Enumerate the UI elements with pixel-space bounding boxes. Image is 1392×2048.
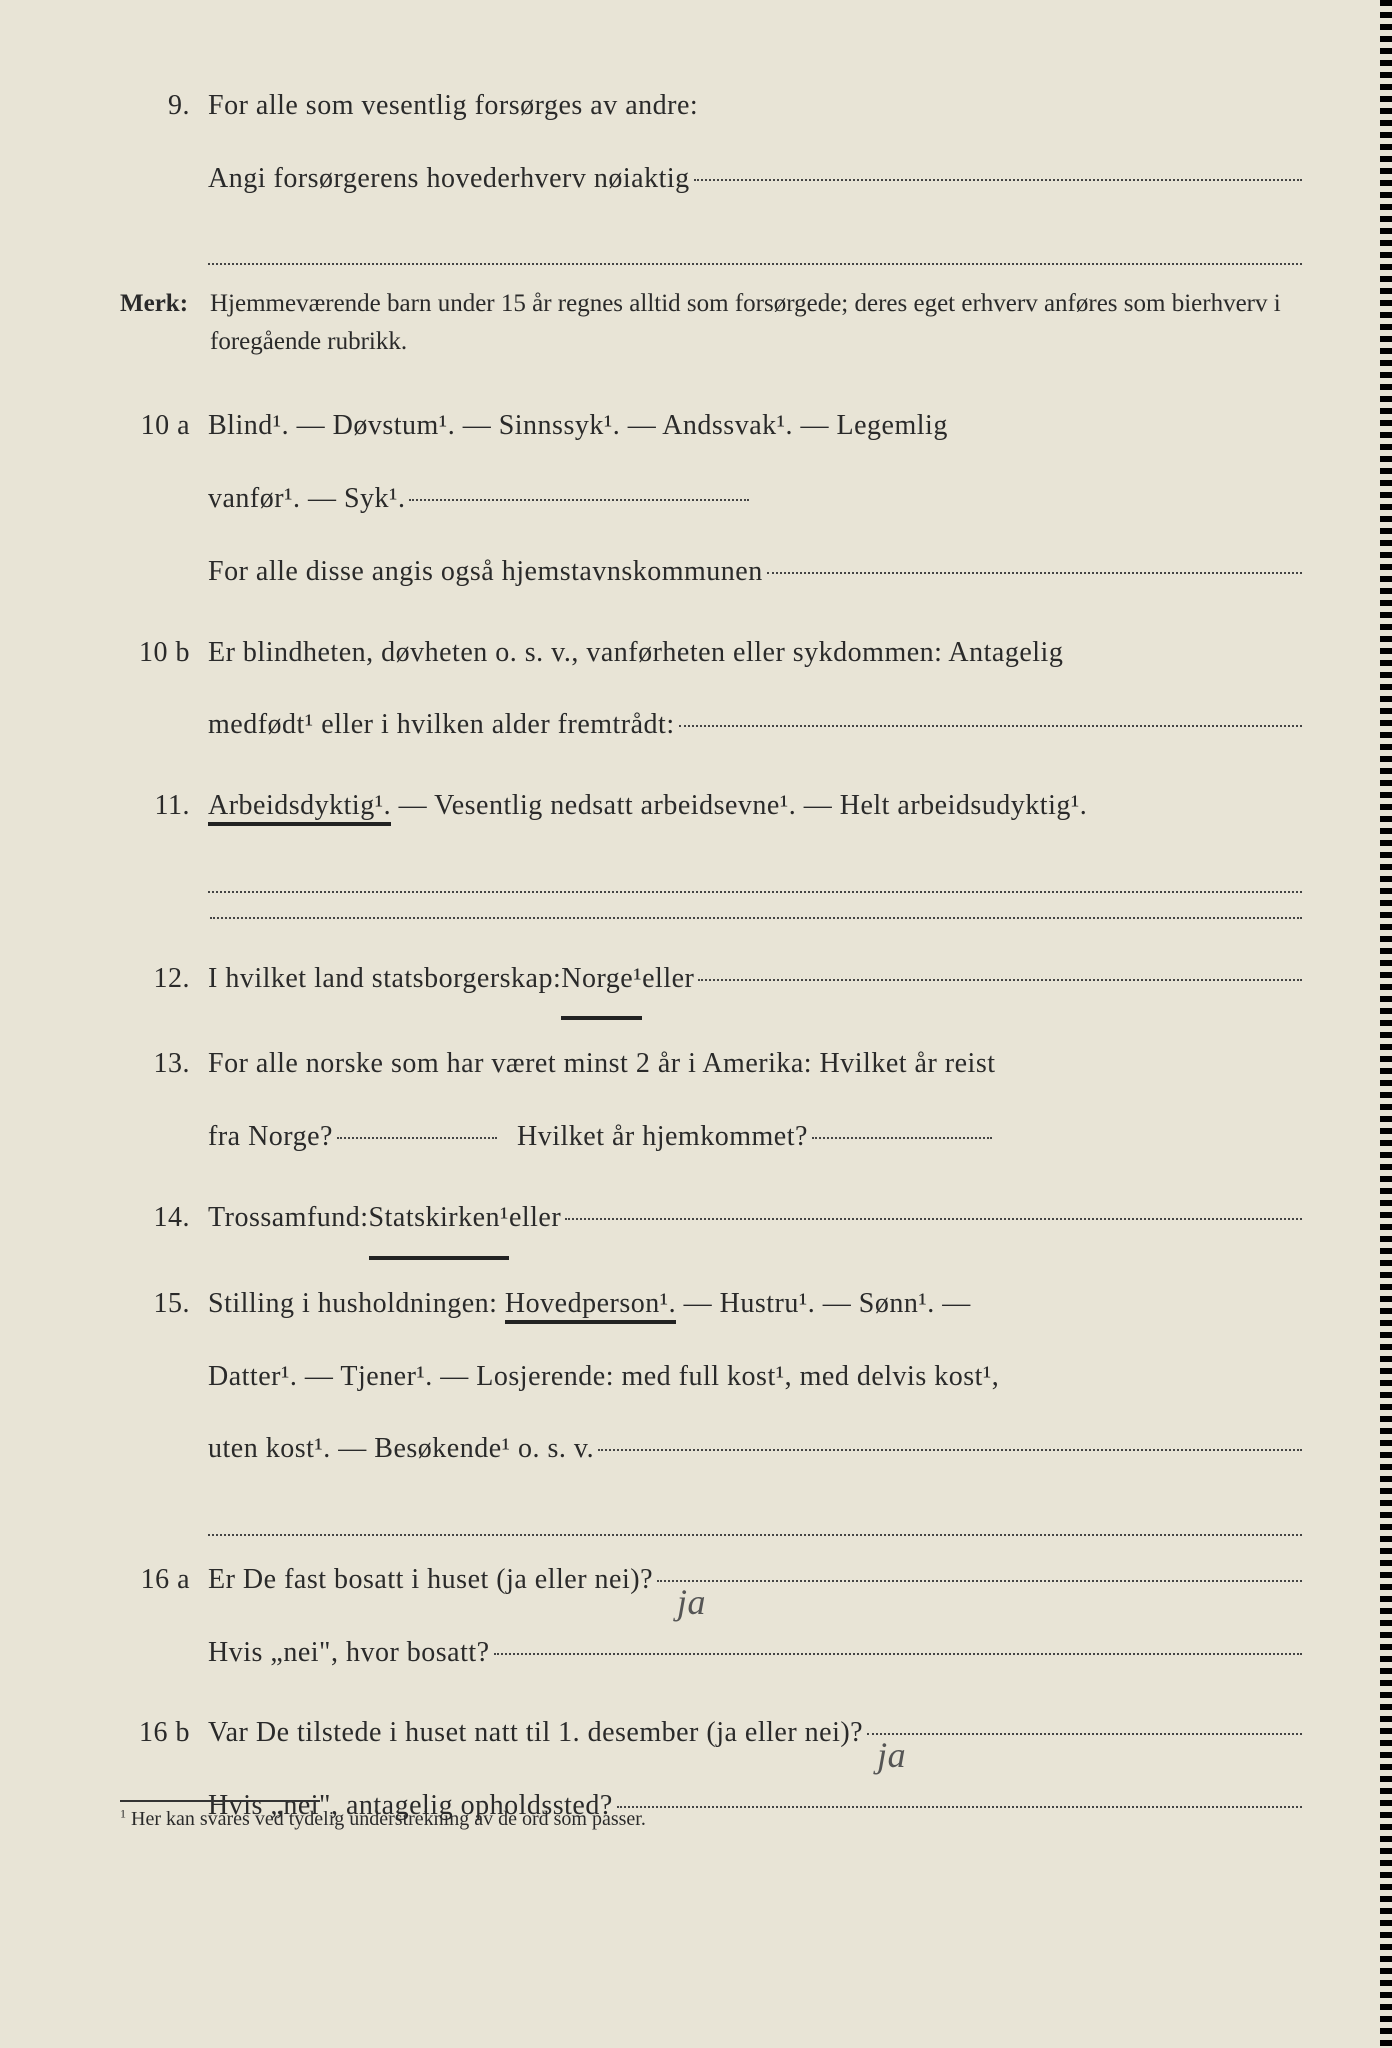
q13-content: For alle norske som har været minst 2 år… <box>208 1028 1302 1174</box>
q10b-fill <box>679 725 1302 727</box>
q16b-text1: Var De tilstede i huset natt til 1. dese… <box>208 1697 863 1770</box>
q16b-answer: ja <box>877 1709 906 1803</box>
q16a-line1-row: Er De fast bosatt i huset (ja eller nei)… <box>208 1544 1302 1617</box>
q10b-number: 10 b <box>120 617 208 763</box>
q16a-text1: Er De fast bosatt i huset (ja eller nei)… <box>208 1544 653 1617</box>
footnote-marker: 1 <box>120 1806 126 1820</box>
q10a-fill <box>409 499 749 501</box>
question-15: 15. Stilling i husholdningen: Hovedperso… <box>120 1268 1302 1536</box>
q16b-fill2 <box>617 1806 1302 1808</box>
q11-rest: — Vesentlig nedsatt arbeidsevne¹. — Helt… <box>391 790 1087 821</box>
q16b-fill1: ja <box>867 1733 1302 1735</box>
q10a-line2: vanfør¹. — Syk¹. <box>208 463 405 536</box>
q10b-content: Er blindheten, døvheten o. s. v., vanfør… <box>208 617 1302 763</box>
q16a-number: 16 a <box>120 1544 208 1690</box>
q16a-line2: Hvis „nei", hvor bosatt? <box>208 1617 490 1690</box>
q14-text1: Trossamfund: <box>208 1182 369 1255</box>
question-12: 12. I hvilket land statsborgerskap: Norg… <box>120 943 1302 1021</box>
q15-text1: Stilling i husholdningen: <box>208 1288 505 1319</box>
q11-blank <box>208 857 1302 893</box>
q16a-fill2 <box>494 1653 1302 1655</box>
q13-line2-row: fra Norge? Hvilket år hjemkommet? <box>208 1101 1302 1174</box>
q12-text2: eller <box>642 943 694 1016</box>
q9-content: For alle som vesentlig forsørges av andr… <box>208 70 1302 265</box>
q11-content: Arbeidsdyktig¹. — Vesentlig nedsatt arbe… <box>208 770 1302 892</box>
q13-line1: For alle norske som har været minst 2 år… <box>208 1028 1302 1101</box>
footnote-text: Her kan svares ved tydelig understreknin… <box>131 1808 646 1830</box>
q10a-content: Blind¹. — Døvstum¹. — Sinnssyk¹. — Andss… <box>208 390 1302 608</box>
q15-line1-row: Stilling i husholdningen: Hovedperson¹. … <box>208 1268 1302 1341</box>
q16a-line2-row: Hvis „nei", hvor bosatt? <box>208 1617 1302 1690</box>
q16a-content: Er De fast bosatt i huset (ja eller nei)… <box>208 1544 1302 1690</box>
q9-line2-row: Angi forsørgerens hovederhverv nøiaktig <box>208 143 1302 216</box>
footnote-row: 1 Her kan svares ved tydelig understrekn… <box>120 1808 646 1830</box>
form-page: 9. For alle som vesentlig forsørges av a… <box>0 0 1392 1891</box>
q13-line2a: fra Norge? <box>208 1101 333 1174</box>
q13-fill1 <box>337 1137 497 1139</box>
q15-line3: uten kost¹. — Besøkende¹ o. s. v. <box>208 1413 594 1486</box>
question-13: 13. For alle norske som har været minst … <box>120 1028 1302 1174</box>
q12-number: 12. <box>120 943 208 1021</box>
q13-fill2 <box>812 1137 992 1139</box>
q15-number: 15. <box>120 1268 208 1536</box>
q13-line2b: Hvilket år hjemkommet? <box>517 1101 808 1174</box>
q14-fill <box>565 1218 1302 1220</box>
merk-text: Hjemmeværende barn under 15 år regnes al… <box>210 285 1302 360</box>
q12-text1: I hvilket land statsborgerskap: <box>208 943 561 1016</box>
q10b-line2-row: medfødt¹ eller i hvilken alder fremtrådt… <box>208 689 1302 762</box>
question-16a: 16 a Er De fast bosatt i huset (ja eller… <box>120 1544 1302 1690</box>
q11-selected: Arbeidsdyktig¹. <box>208 790 391 826</box>
q10a-line3-row: For alle disse angis også hjemstavnskomm… <box>208 536 1302 609</box>
merk-note: Merk: Hjemmeværende barn under 15 år reg… <box>120 285 1302 360</box>
q9-blank-line <box>208 230 1302 266</box>
q12-content: I hvilket land statsborgerskap: Norge¹ e… <box>208 943 1302 1021</box>
q14-selected: Statskirken¹ <box>369 1182 509 1260</box>
q15-line3-row: uten kost¹. — Besøkende¹ o. s. v. <box>208 1413 1302 1486</box>
q14-text2: eller <box>509 1182 561 1255</box>
question-10a: 10 a Blind¹. — Døvstum¹. — Sinnssyk¹. — … <box>120 390 1302 608</box>
q13-number: 13. <box>120 1028 208 1174</box>
question-14: 14. Trossamfund: Statskirken¹ eller <box>120 1182 1302 1260</box>
question-10b: 10 b Er blindheten, døvheten o. s. v., v… <box>120 617 1302 763</box>
q14-number: 14. <box>120 1182 208 1260</box>
q10a-fill2 <box>767 572 1302 574</box>
footnote: 1 Her kan svares ved tydelig understrekn… <box>120 1800 320 1831</box>
q15-rest1: — Hustru¹. — Sønn¹. — <box>676 1288 971 1319</box>
q10a-line2-row: vanfør¹. — Syk¹. <box>208 463 1302 536</box>
q16b-line1-row: Var De tilstede i huset natt til 1. dese… <box>208 1697 1302 1770</box>
question-11: 11. Arbeidsdyktig¹. — Vesentlig nedsatt … <box>120 770 1302 892</box>
q15-blank <box>208 1500 1302 1536</box>
q16b-line2-row: Hvis „nei", antagelig opholdssted? <box>208 1770 1302 1843</box>
separator-1 <box>210 917 1302 919</box>
q10a-number: 10 a <box>120 390 208 608</box>
q10b-line1: Er blindheten, døvheten o. s. v., vanfør… <box>208 617 1302 690</box>
q14-content: Trossamfund: Statskirken¹ eller <box>208 1182 1302 1260</box>
q15-fill <box>598 1449 1302 1451</box>
q16a-answer: ja <box>677 1556 706 1650</box>
q9-line1: For alle som vesentlig forsørges av andr… <box>208 70 1302 143</box>
q10b-line2: medfødt¹ eller i hvilken alder fremtrådt… <box>208 689 675 762</box>
q15-line2: Datter¹. — Tjener¹. — Losjerende: med fu… <box>208 1341 1302 1414</box>
q12-selected: Norge¹ <box>561 943 642 1021</box>
q9-number: 9. <box>120 70 208 265</box>
q10a-line3: For alle disse angis også hjemstavnskomm… <box>208 536 763 609</box>
q9-fill <box>694 179 1302 181</box>
q11-number: 11. <box>120 770 208 892</box>
q9-line2: Angi forsørgerens hovederhverv nøiaktig <box>208 143 690 216</box>
q16a-fill1: ja <box>657 1580 1302 1582</box>
question-9: 9. For alle som vesentlig forsørges av a… <box>120 70 1302 265</box>
perforated-edge <box>1380 0 1392 2048</box>
q12-fill <box>698 979 1302 981</box>
merk-label: Merk: <box>120 285 210 360</box>
q10a-line1: Blind¹. — Døvstum¹. — Sinnssyk¹. — Andss… <box>208 390 1302 463</box>
q15-content: Stilling i husholdningen: Hovedperson¹. … <box>208 1268 1302 1536</box>
q15-selected: Hovedperson¹. <box>505 1288 676 1324</box>
